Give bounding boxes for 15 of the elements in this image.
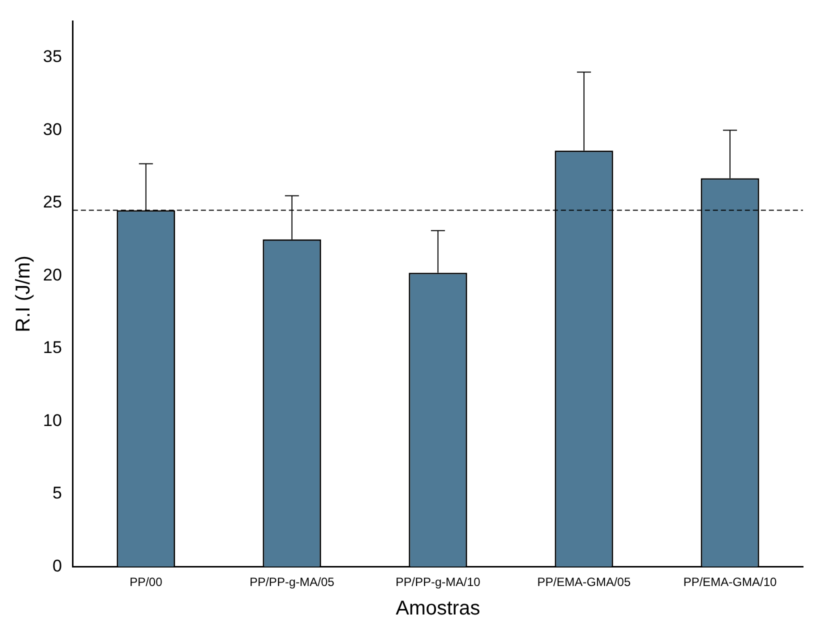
y-tick-label: 25	[42, 192, 62, 212]
y-tick-label: 0	[52, 556, 62, 576]
y-tick-label: 30	[42, 120, 62, 139]
y-tick-label: 35	[42, 47, 62, 66]
x-axis-title: Amostras	[396, 598, 480, 620]
y-tick-label: 10	[42, 410, 62, 430]
x-tick-label: PP/EMA-GMA/05	[537, 575, 631, 590]
x-tick-label: PP/PP-g-MA/10	[396, 575, 481, 590]
y-axis-title: R.I (J/m)	[12, 256, 35, 332]
y-tick-label: 5	[52, 484, 62, 503]
y-tick-label: 15	[42, 338, 62, 358]
y-tick-label: 20	[42, 265, 62, 284]
x-tick-label: PP/PP-g-MA/05	[250, 575, 335, 590]
x-tick-label: PP/EMA-GMA/10	[683, 575, 777, 590]
x-tick-label: PP/00	[130, 575, 163, 590]
